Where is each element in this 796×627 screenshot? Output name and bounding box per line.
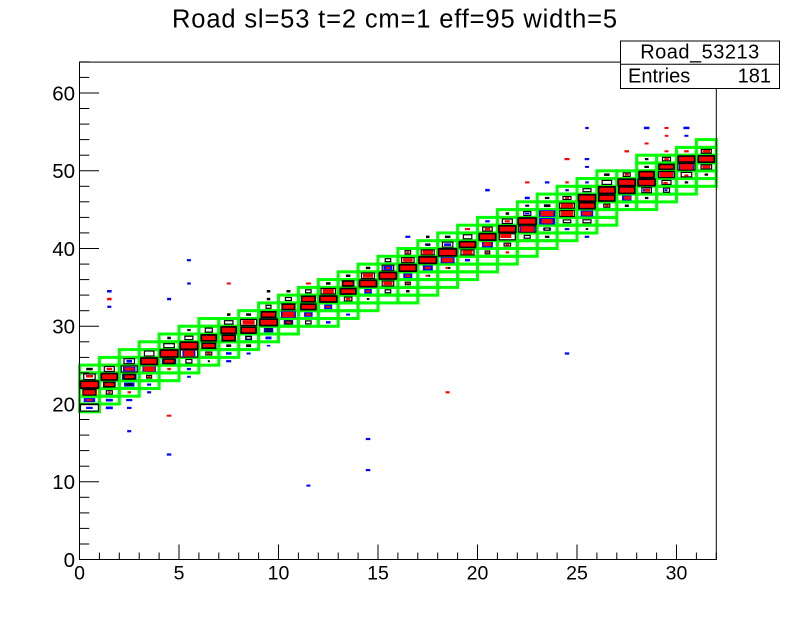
- svg-text:25: 25: [566, 563, 588, 585]
- svg-text:15: 15: [367, 563, 389, 585]
- svg-text:50: 50: [52, 160, 75, 183]
- svg-text:0: 0: [74, 563, 85, 585]
- svg-text:10: 10: [268, 563, 290, 585]
- svg-text:30: 30: [52, 316, 75, 339]
- svg-text:Road sl=53 t=2 cm=1 eff=95 wid: Road sl=53 t=2 cm=1 eff=95 width=5: [172, 6, 618, 34]
- svg-text:20: 20: [467, 563, 489, 585]
- svg-text:5: 5: [174, 563, 185, 585]
- svg-text:181: 181: [738, 65, 771, 87]
- svg-text:0: 0: [64, 549, 75, 572]
- svg-text:Road_53213: Road_53213: [640, 42, 760, 64]
- svg-text:60: 60: [52, 82, 75, 105]
- svg-text:30: 30: [666, 563, 688, 585]
- svg-text:20: 20: [52, 393, 75, 416]
- svg-text:40: 40: [52, 238, 75, 261]
- svg-text:10: 10: [52, 471, 75, 494]
- svg-text:Entries: Entries: [628, 65, 690, 87]
